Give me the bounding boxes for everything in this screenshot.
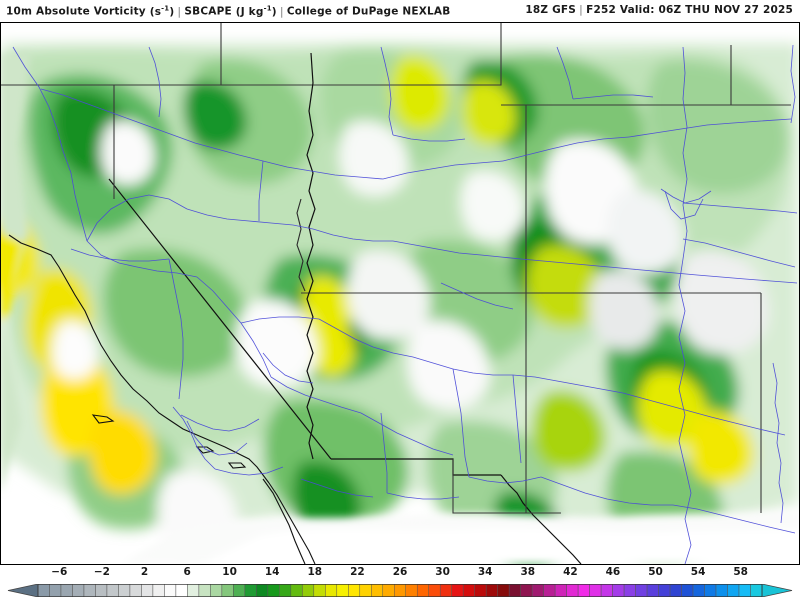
colorado-river-border — [306, 52, 316, 460]
colorbar-tick: 14 — [264, 566, 280, 578]
source-label: College of DuPage NEXLAB — [286, 5, 451, 18]
colorbar-tick: −6 — [51, 566, 68, 578]
river-highway-layer — [12, 44, 798, 564]
field-primary-units: (s-1) — [149, 4, 175, 18]
colorbar-tick: 18 — [307, 566, 323, 578]
colorbar-tick: 34 — [477, 566, 493, 578]
colorbar-tick: 42 — [563, 566, 578, 578]
map-canvas[interactable] — [0, 22, 800, 565]
header-bar: 10m Absolute Vorticity (s-1) | SBCAPE (J k… — [0, 0, 800, 22]
colorbar-tick: 30 — [435, 566, 450, 578]
coastline-layer — [8, 234, 316, 564]
colorbar-tick: 38 — [520, 566, 536, 578]
colorbar-tick: 22 — [350, 566, 365, 578]
colorbar: −6 −2 2 6 10 14 18 22 26 30 34 38 42 46 50 54 58 — [0, 565, 800, 600]
colorbar-tick: 26 — [392, 566, 408, 578]
contour-fill-layer — [1, 23, 799, 564]
model-run-label: 18Z GFS — [525, 4, 577, 16]
header-title-left: 10m Absolute Vorticity (s-1) | SBCAPE (J k… — [6, 4, 450, 18]
state-border-layer — [1, 23, 791, 514]
colorbar-tick: 2 — [140, 566, 149, 578]
colorbar-tick: −2 — [93, 566, 110, 578]
colorbar-strip[interactable] — [0, 584, 800, 597]
colorbar-tick: 6 — [183, 566, 191, 578]
header-separator-3: | — [579, 4, 584, 16]
colorbar-tick-labels: −6 −2 2 6 10 14 18 22 26 30 34 38 42 46 50 54 58 — [0, 565, 800, 581]
header-separator-2: | — [279, 5, 284, 18]
colorbar-swatches — [7, 584, 793, 597]
colorbar-tick: 54 — [690, 566, 706, 578]
colorbar-tick: 46 — [605, 566, 621, 578]
field-secondary-label: SBCAPE — [184, 5, 232, 18]
colorbar-tick: 50 — [648, 566, 663, 578]
header-separator-1: | — [177, 5, 182, 18]
colorbar-tick: 58 — [733, 566, 748, 578]
colorbar-tick: 10 — [222, 566, 237, 578]
header-title-right: 18Z GFS | F252 Valid: 06Z THU NOV 27 2025 — [525, 4, 793, 16]
field-primary-label: 10m Absolute Vorticity — [6, 5, 146, 18]
valid-label: Valid: — [619, 4, 655, 16]
forecast-hour-label: F252 — [586, 4, 616, 16]
field-secondary-units: (J kg-1) — [235, 4, 277, 18]
valid-time-label: 06Z THU NOV 27 2025 — [658, 4, 793, 16]
vorticity-contour-map — [1, 23, 799, 564]
